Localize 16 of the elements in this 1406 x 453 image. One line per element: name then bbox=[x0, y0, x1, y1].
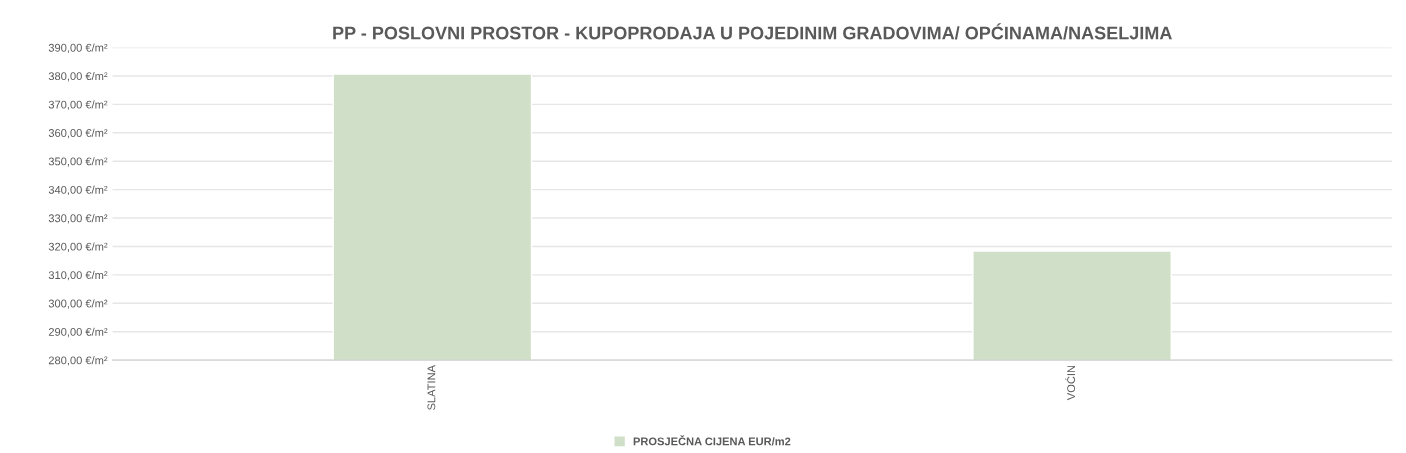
chart-title: PP - POSLOVNI PROSTOR - KUPOPRODAJA U POJEDINIM GRADOVIMA/ OPĆINAMA/NASELJIMA bbox=[333, 23, 1172, 40]
y-tick-label: 280,00 €/m² bbox=[48, 356, 108, 366]
y-tick-label: 360,00 €/m² bbox=[48, 128, 108, 139]
y-tick-label: 290,00 €/m² bbox=[48, 327, 108, 338]
y-tick-label: 380,00 €/m² bbox=[48, 71, 108, 82]
y-tick-label: 330,00 €/m² bbox=[48, 214, 108, 224]
x-tick-label: VOĆIN bbox=[1065, 365, 1076, 401]
legend-label: PROSJEČNA CIJENA EUR/m2 bbox=[633, 435, 791, 446]
y-tick-label: 350,00 €/m² bbox=[48, 157, 108, 167]
x-tick-label: SLATINA bbox=[427, 365, 436, 410]
y-tick-label: 340,00 €/m² bbox=[48, 185, 108, 196]
y-tick-label: 320,00 €/m² bbox=[48, 242, 108, 252]
y-tick-label: 370,00 €/m² bbox=[48, 100, 108, 110]
y-tick-label: 390,00 €/m² bbox=[48, 43, 108, 54]
y-tick-label: 300,00 €/m² bbox=[48, 299, 108, 309]
y-tick-label: 310,00 €/m² bbox=[48, 270, 108, 281]
